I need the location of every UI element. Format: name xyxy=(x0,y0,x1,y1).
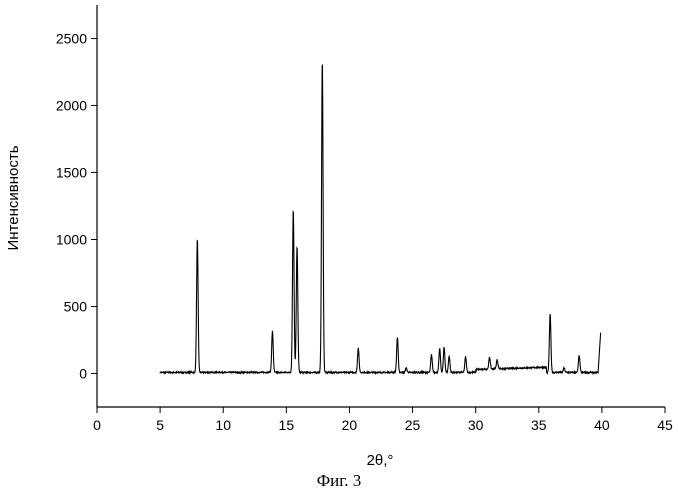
chart-axes xyxy=(97,5,665,407)
x-tick-label: 25 xyxy=(405,417,421,433)
x-tick-label: 30 xyxy=(468,417,484,433)
y-tick-label: 2000 xyxy=(56,98,87,114)
x-tick-label: 20 xyxy=(342,417,358,433)
x-tick-label: 10 xyxy=(215,417,231,433)
y-tick-label: 1000 xyxy=(56,232,87,248)
x-tick-label: 45 xyxy=(657,417,673,433)
y-axis-title: Интенсивность xyxy=(5,145,22,250)
x-tick-label: 15 xyxy=(279,417,295,433)
x-tick-label: 5 xyxy=(156,417,164,433)
x-tick-label: 40 xyxy=(594,417,610,433)
x-axis-title: 2θ,° xyxy=(367,452,394,469)
diffraction-pattern-line xyxy=(160,66,601,374)
x-tick-label: 0 xyxy=(93,417,101,433)
y-tick-label: 1500 xyxy=(56,165,87,181)
y-tick-label: 2500 xyxy=(56,31,87,47)
y-tick-label: 500 xyxy=(64,299,88,315)
x-tick-label: 35 xyxy=(531,417,547,433)
figure-caption: Фиг. 3 xyxy=(0,471,678,491)
y-tick-label: 0 xyxy=(79,366,87,382)
